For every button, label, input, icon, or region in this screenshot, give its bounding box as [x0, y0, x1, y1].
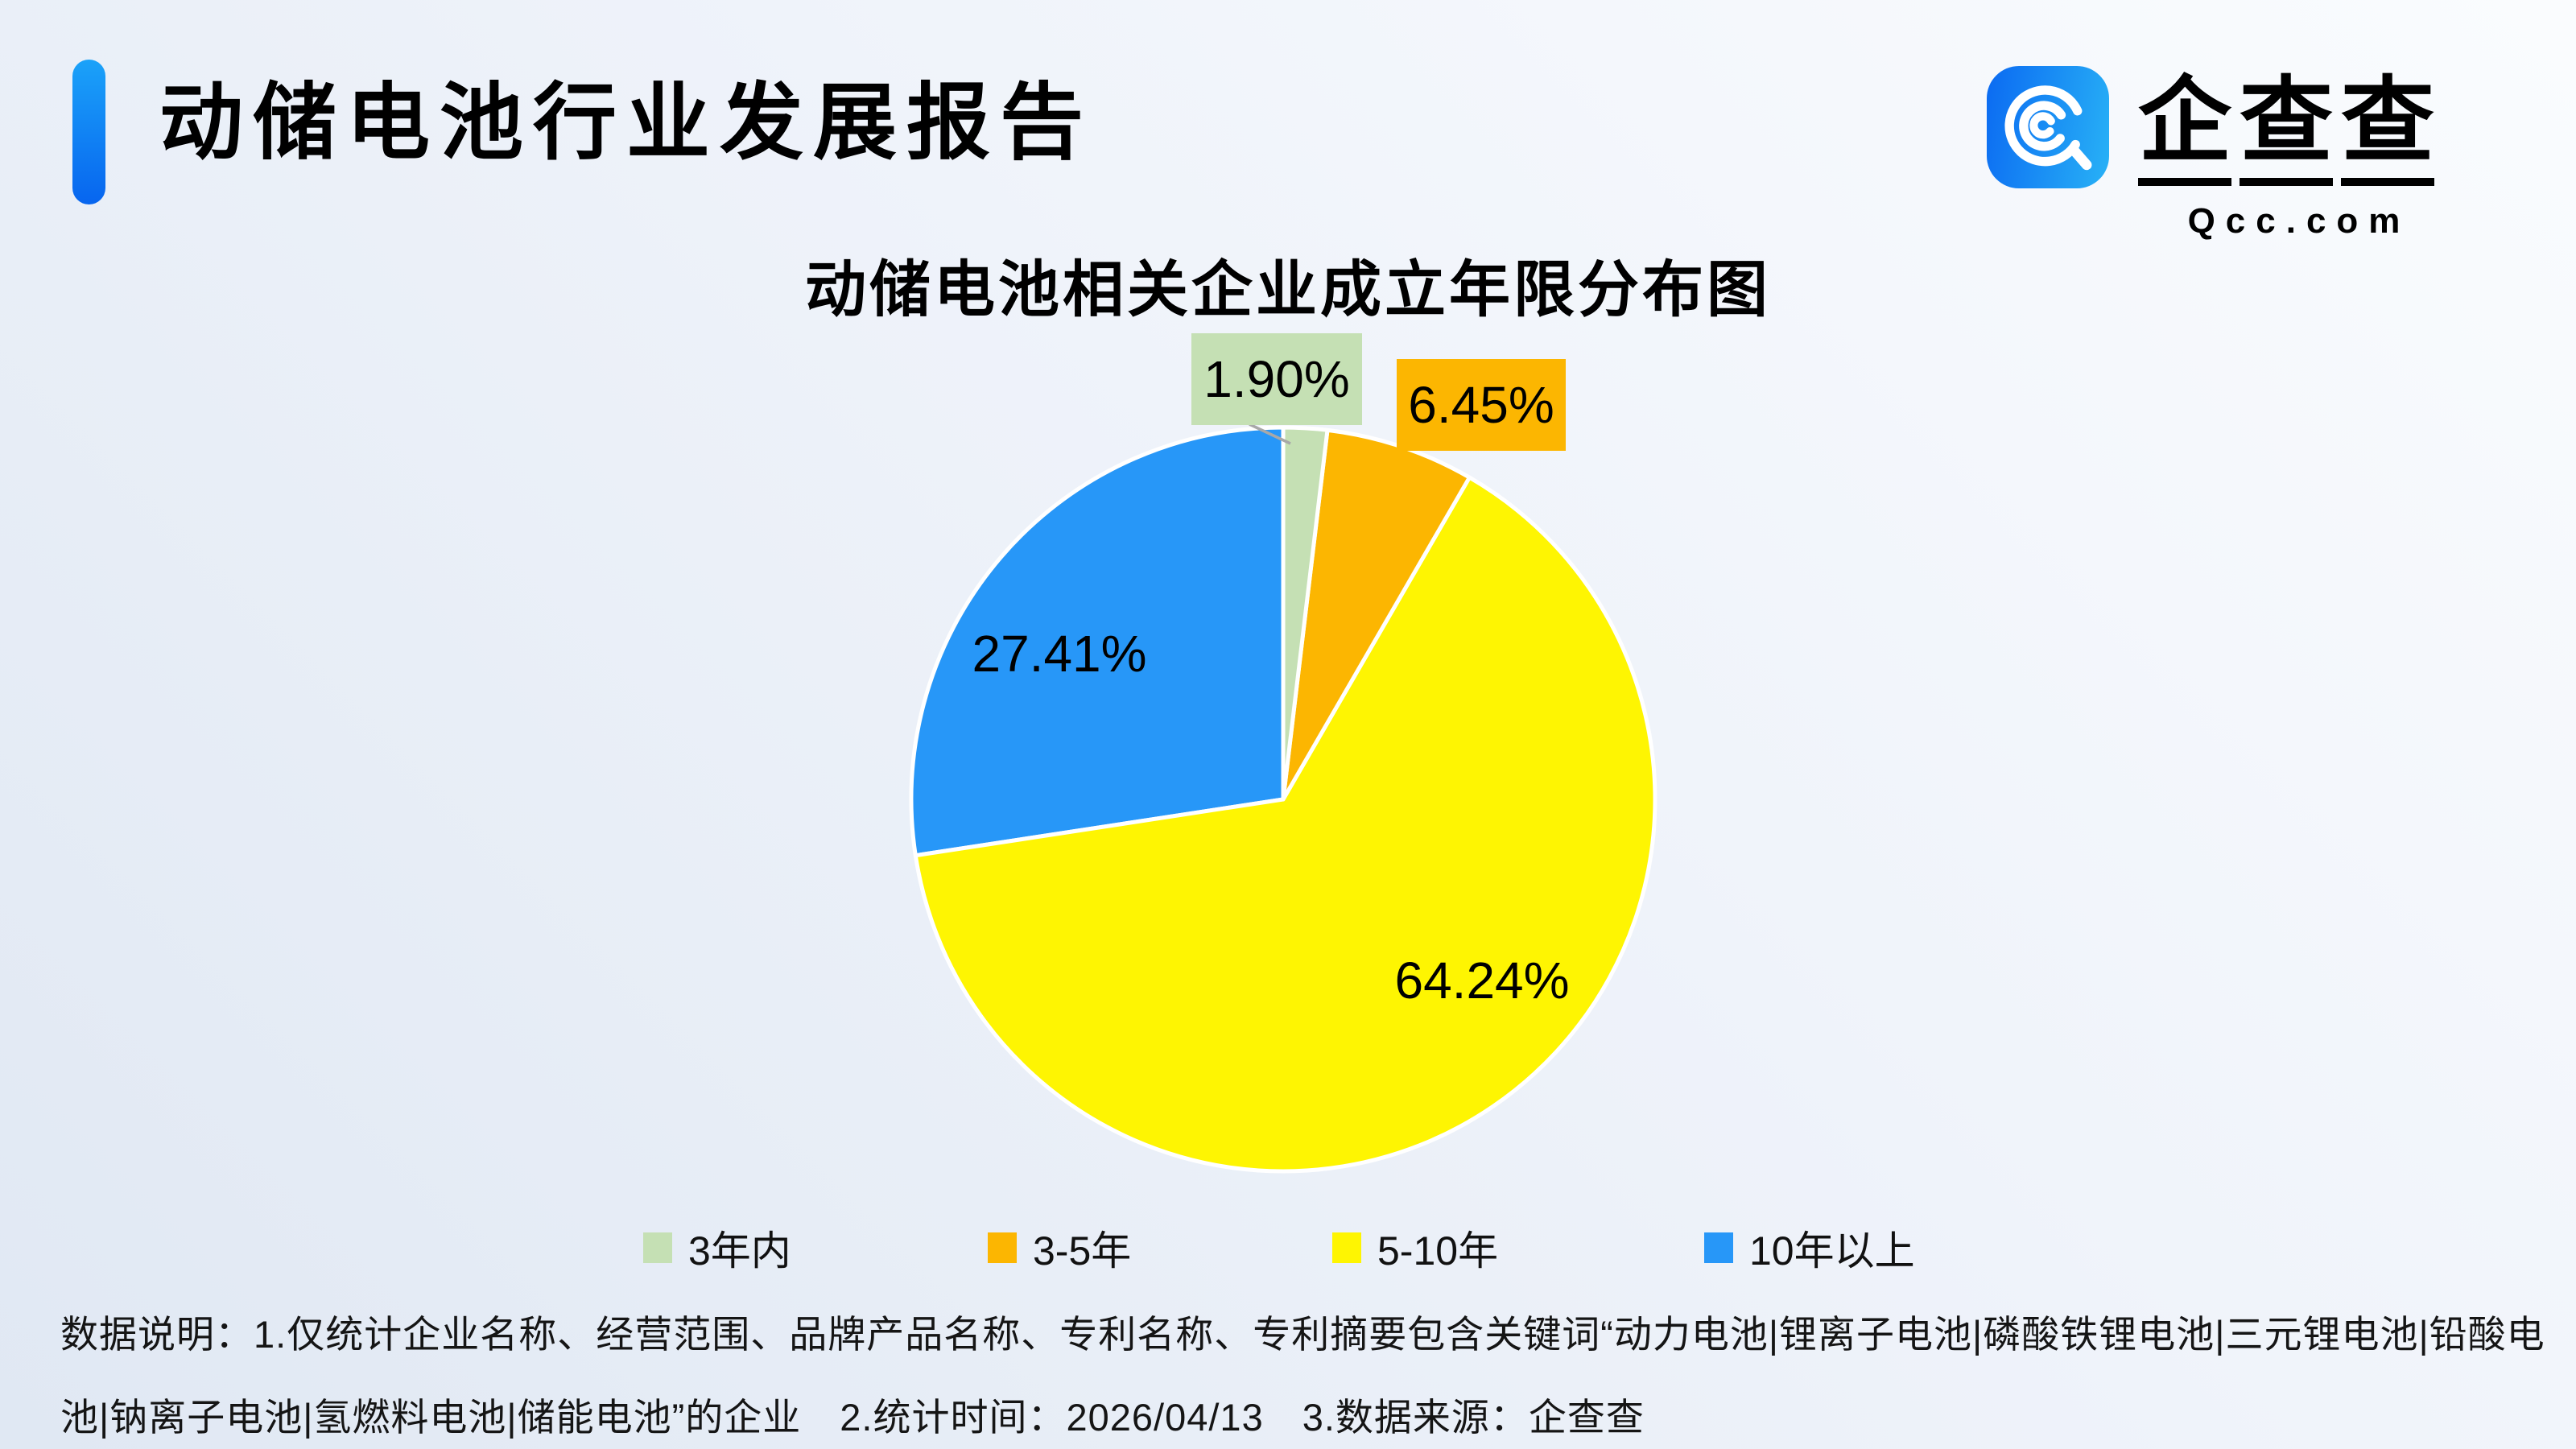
data-notes-line: 数据说明：1.仅统计企业名称、经营范围、品牌产品名称、专利名称、专利摘要包含关键…: [60, 1313, 2545, 1356]
legend-swatch-blue: [1704, 1232, 1733, 1263]
legend-label: 5-10年: [1377, 1228, 1499, 1274]
brand-char: 企: [2138, 68, 2231, 187]
legend-swatch-green: [643, 1232, 672, 1263]
slice-label-5-10年: 64.24%: [1394, 952, 1570, 1009]
legend-item-5-10年: 5-10年: [1332, 1219, 1498, 1277]
brand-domain: Qcc.com: [2187, 201, 2411, 241]
brand-name: 企查查: [2138, 68, 2442, 187]
legend-label: 3年内: [688, 1228, 791, 1274]
qcc-magnifier-q-icon: [2004, 85, 2092, 171]
legend-item-3年内: 3年内: [643, 1219, 791, 1277]
data-notes-line: 池|钠离子电池|氢燃料电池|储能电池”的企业 2.统计时间：2026/04/13…: [60, 1396, 1645, 1439]
legend-swatch-yellow: [1332, 1232, 1361, 1263]
qcc-logo-icon: [1987, 66, 2109, 188]
slice-label-10年以上: 27.41%: [972, 625, 1147, 683]
legend-label: 10年以上: [1749, 1228, 1915, 1274]
leader-line-3年内: [1249, 423, 1291, 445]
legend-item-3-5年: 3-5年: [988, 1219, 1131, 1277]
title-accent-bar: [72, 60, 105, 204]
pie-slice-5-10年: [913, 475, 1657, 1174]
callout-label-3年内: 1.90%: [1191, 333, 1362, 425]
brand-char: 查: [2240, 68, 2333, 187]
pie-slice-3年内: [1281, 425, 1330, 802]
legend-swatch-orange: [988, 1232, 1017, 1263]
callout-label-3-5年: 6.45%: [1397, 359, 1566, 451]
report-title: 动储电池行业发展报告: [159, 76, 1094, 170]
legend-label: 3-5年: [1033, 1228, 1132, 1274]
chart-title: 动储电池相关企业成立年限分布图: [805, 256, 1771, 324]
legend-item-10年以上: 10年以上: [1704, 1219, 1915, 1277]
pie-slice-10年以上: [909, 425, 1286, 858]
brand-char: 查: [2341, 68, 2434, 187]
data-notes: 数据说明：1.仅统计企业名称、经营范围、品牌产品名称、专利名称、专利摘要包含关键…: [60, 1293, 2545, 1449]
